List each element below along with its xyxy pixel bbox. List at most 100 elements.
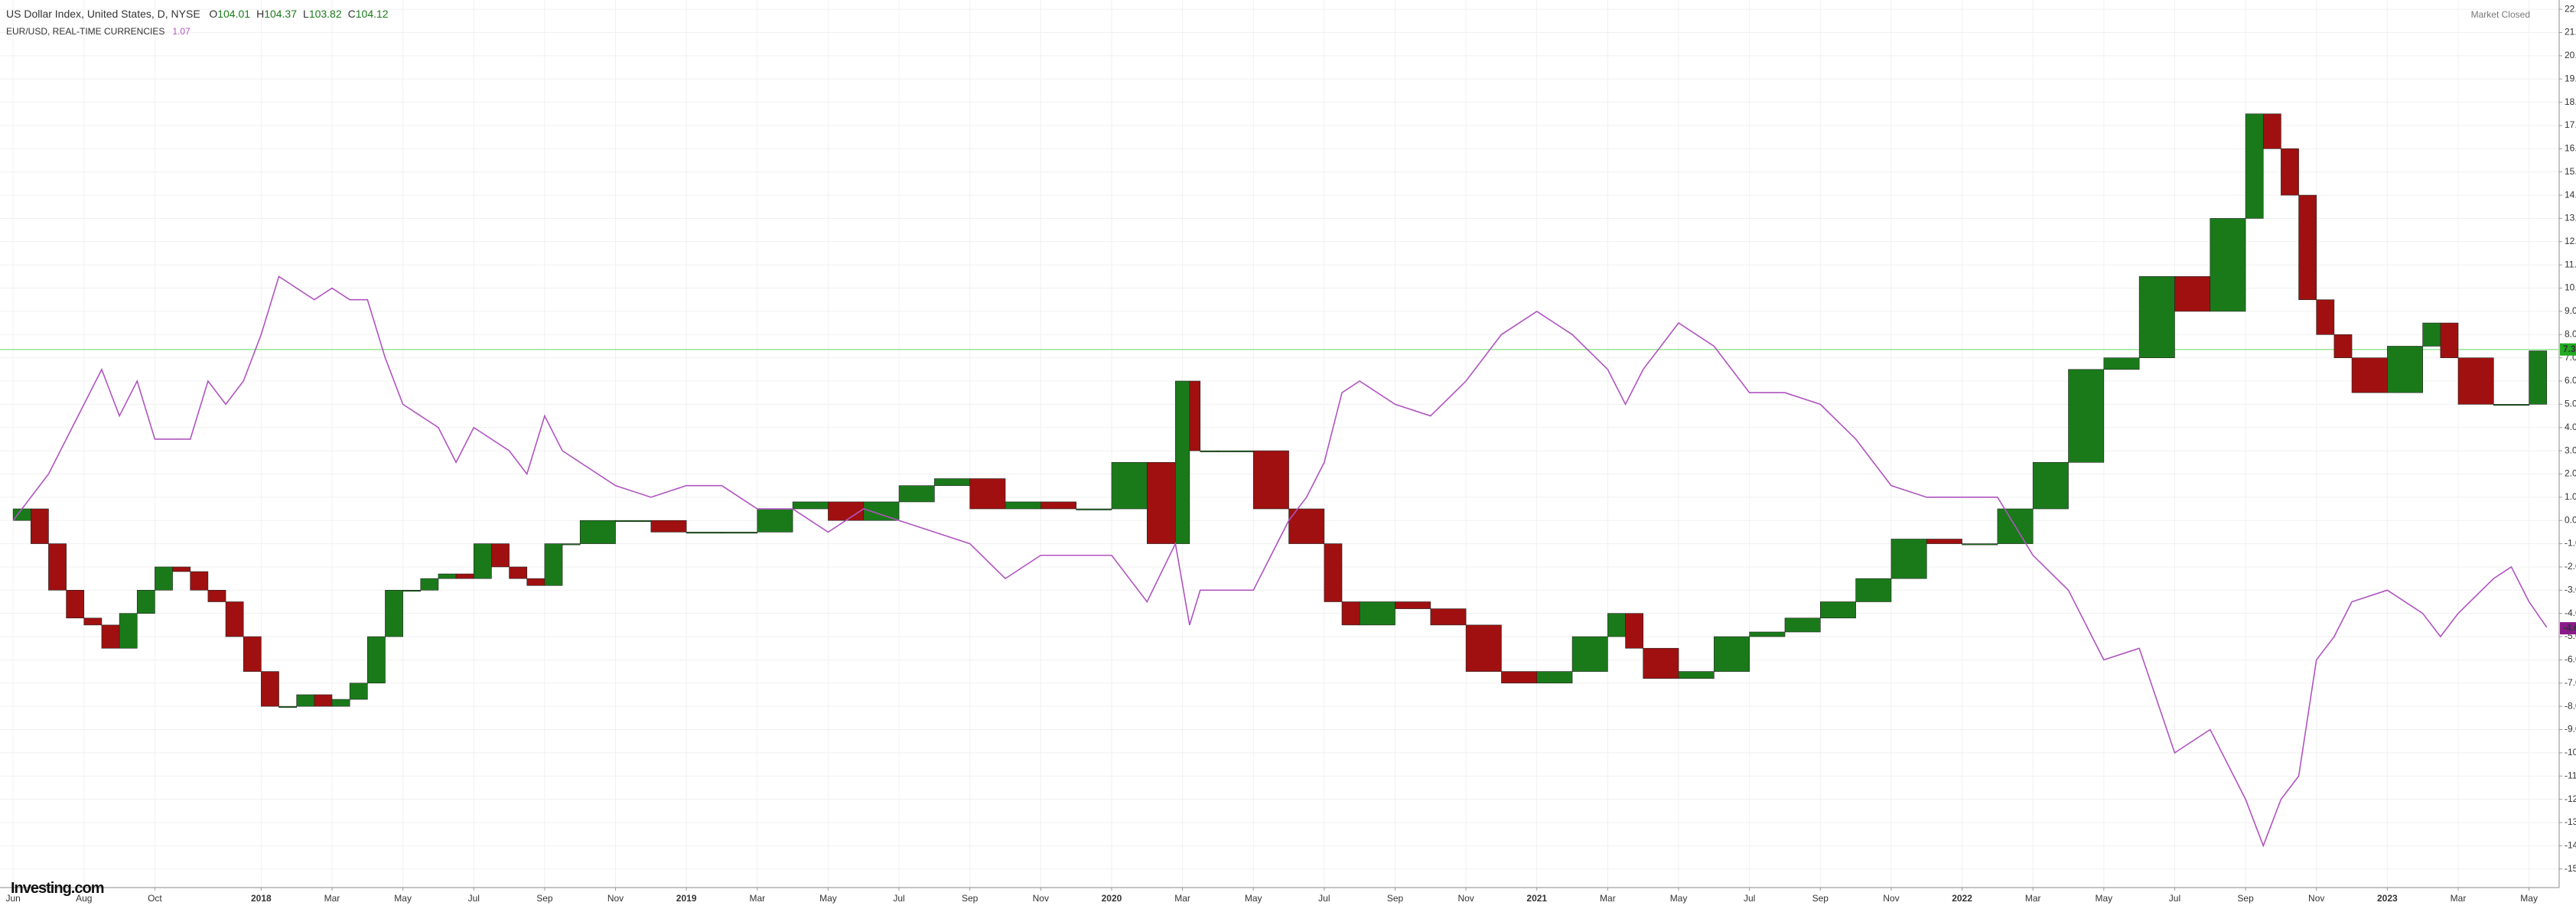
y-tick-label: 10.00% bbox=[2565, 282, 2576, 293]
candle bbox=[2298, 194, 2317, 301]
h-value: 104.37 bbox=[264, 8, 298, 20]
y-tick-label: -6.00% bbox=[2565, 654, 2576, 665]
candle bbox=[1819, 601, 1856, 619]
x-tick-label: 2023 bbox=[2377, 893, 2398, 904]
candle bbox=[2351, 357, 2388, 393]
candle bbox=[615, 520, 652, 523]
x-tick-label: Mar bbox=[1600, 893, 1616, 904]
y-tick-label: -2.00% bbox=[2565, 561, 2576, 572]
candle bbox=[331, 699, 350, 707]
candle bbox=[1714, 636, 1750, 672]
candle bbox=[101, 624, 120, 649]
candle bbox=[2333, 334, 2353, 358]
candle bbox=[225, 601, 244, 637]
candle bbox=[686, 532, 722, 534]
x-tick-label: Sep bbox=[2237, 893, 2254, 904]
candle bbox=[1607, 613, 1626, 637]
l-value: 103.82 bbox=[308, 8, 342, 20]
candle bbox=[1005, 501, 1041, 510]
candle bbox=[30, 508, 49, 544]
candle bbox=[119, 613, 138, 649]
o-label: O bbox=[209, 8, 218, 20]
candle bbox=[1175, 380, 1190, 544]
candle bbox=[1076, 508, 1112, 510]
y-tick-label: 21.00% bbox=[2565, 27, 2576, 37]
candle bbox=[1252, 450, 1289, 510]
candle bbox=[1217, 450, 1254, 452]
y-tick-label: -1.00% bbox=[2565, 538, 2576, 549]
x-tick-label: Nov bbox=[1033, 893, 1049, 904]
x-tick-label: May bbox=[2520, 893, 2538, 904]
candle bbox=[1465, 624, 1502, 672]
candle bbox=[136, 590, 155, 614]
x-tick-label: Nov bbox=[1883, 893, 1899, 904]
candle bbox=[2138, 276, 2175, 358]
x-tick-label: Mar bbox=[749, 893, 765, 904]
candle bbox=[2103, 357, 2140, 370]
candle bbox=[2032, 461, 2069, 510]
candle bbox=[1040, 501, 1076, 510]
y-tick-label: 6.00% bbox=[2565, 375, 2576, 386]
current-label: 7.36% bbox=[2563, 344, 2576, 354]
y-tick-label: 3.00% bbox=[2565, 445, 2576, 455]
candle bbox=[934, 478, 970, 486]
candle bbox=[1430, 608, 1467, 626]
y-tick-label: 8.00% bbox=[2565, 328, 2576, 339]
y-tick-label: 14.00% bbox=[2565, 189, 2576, 200]
x-tick-label: Mar bbox=[2451, 893, 2467, 904]
candle bbox=[1962, 543, 1998, 546]
candle bbox=[828, 501, 865, 521]
y-tick-label: 17.00% bbox=[2565, 119, 2576, 130]
candle bbox=[650, 520, 687, 533]
x-tick-label: Sep bbox=[1812, 893, 1829, 904]
candle bbox=[1571, 636, 1608, 672]
compare-title: EUR/USD, REAL-TIME CURRENCIES bbox=[6, 26, 165, 37]
candle bbox=[1997, 508, 2034, 544]
y-tick-label: 13.00% bbox=[2565, 213, 2576, 223]
x-tick-label: Nov bbox=[1457, 893, 1474, 904]
candle bbox=[367, 636, 386, 684]
logo: Investing.com bbox=[11, 880, 104, 897]
candle bbox=[721, 532, 758, 534]
candle bbox=[2068, 369, 2105, 463]
candle bbox=[1288, 508, 1325, 544]
y-tick-label: -12.00% bbox=[2565, 793, 2576, 804]
y-tick-label: 15.00% bbox=[2565, 166, 2576, 177]
candle bbox=[2493, 404, 2529, 406]
candle bbox=[473, 543, 492, 579]
legend-compare: EUR/USD, REAL-TIME CURRENCIES 1.07 bbox=[6, 26, 191, 37]
candle bbox=[48, 543, 67, 591]
y-tick-label: -15.00% bbox=[2565, 863, 2576, 874]
x-tick-label: 2022 bbox=[1952, 893, 1972, 904]
candle bbox=[509, 566, 528, 579]
y-tick-label: 4.00% bbox=[2565, 422, 2576, 432]
x-tick-label: Sep bbox=[536, 893, 553, 904]
y-tick-label: 1.00% bbox=[2565, 491, 2576, 502]
y-tick-label: -5.00% bbox=[2565, 630, 2576, 641]
x-tick-label: Nov bbox=[2308, 893, 2324, 904]
candle bbox=[1678, 671, 1715, 679]
candle bbox=[314, 694, 333, 707]
candle bbox=[2440, 322, 2459, 358]
x-tick-label: Jul bbox=[1744, 893, 1755, 904]
y-tick-label: 19.00% bbox=[2565, 73, 2576, 83]
candle bbox=[1625, 613, 1644, 649]
candle bbox=[1784, 617, 1821, 633]
candle bbox=[1749, 631, 1786, 637]
y-tick-label: -14.00% bbox=[2565, 840, 2576, 851]
candle bbox=[2262, 113, 2281, 149]
x-tick-label: May bbox=[2095, 893, 2112, 904]
y-tick-label: 18.00% bbox=[2565, 96, 2576, 107]
legend-main: US Dollar Index, United States, D, NYSE … bbox=[6, 8, 395, 20]
y-tick-label: 16.00% bbox=[2565, 143, 2576, 154]
h-label: H bbox=[256, 8, 265, 20]
candle bbox=[1855, 578, 1892, 602]
y-tick-label: 0.00% bbox=[2565, 514, 2576, 525]
x-tick-label: Mar bbox=[2025, 893, 2041, 904]
candle bbox=[261, 671, 279, 707]
x-tick-label: 2021 bbox=[1526, 893, 1547, 904]
x-tick-label: 2019 bbox=[676, 893, 697, 904]
candle bbox=[544, 543, 563, 586]
candle bbox=[2174, 276, 2211, 312]
